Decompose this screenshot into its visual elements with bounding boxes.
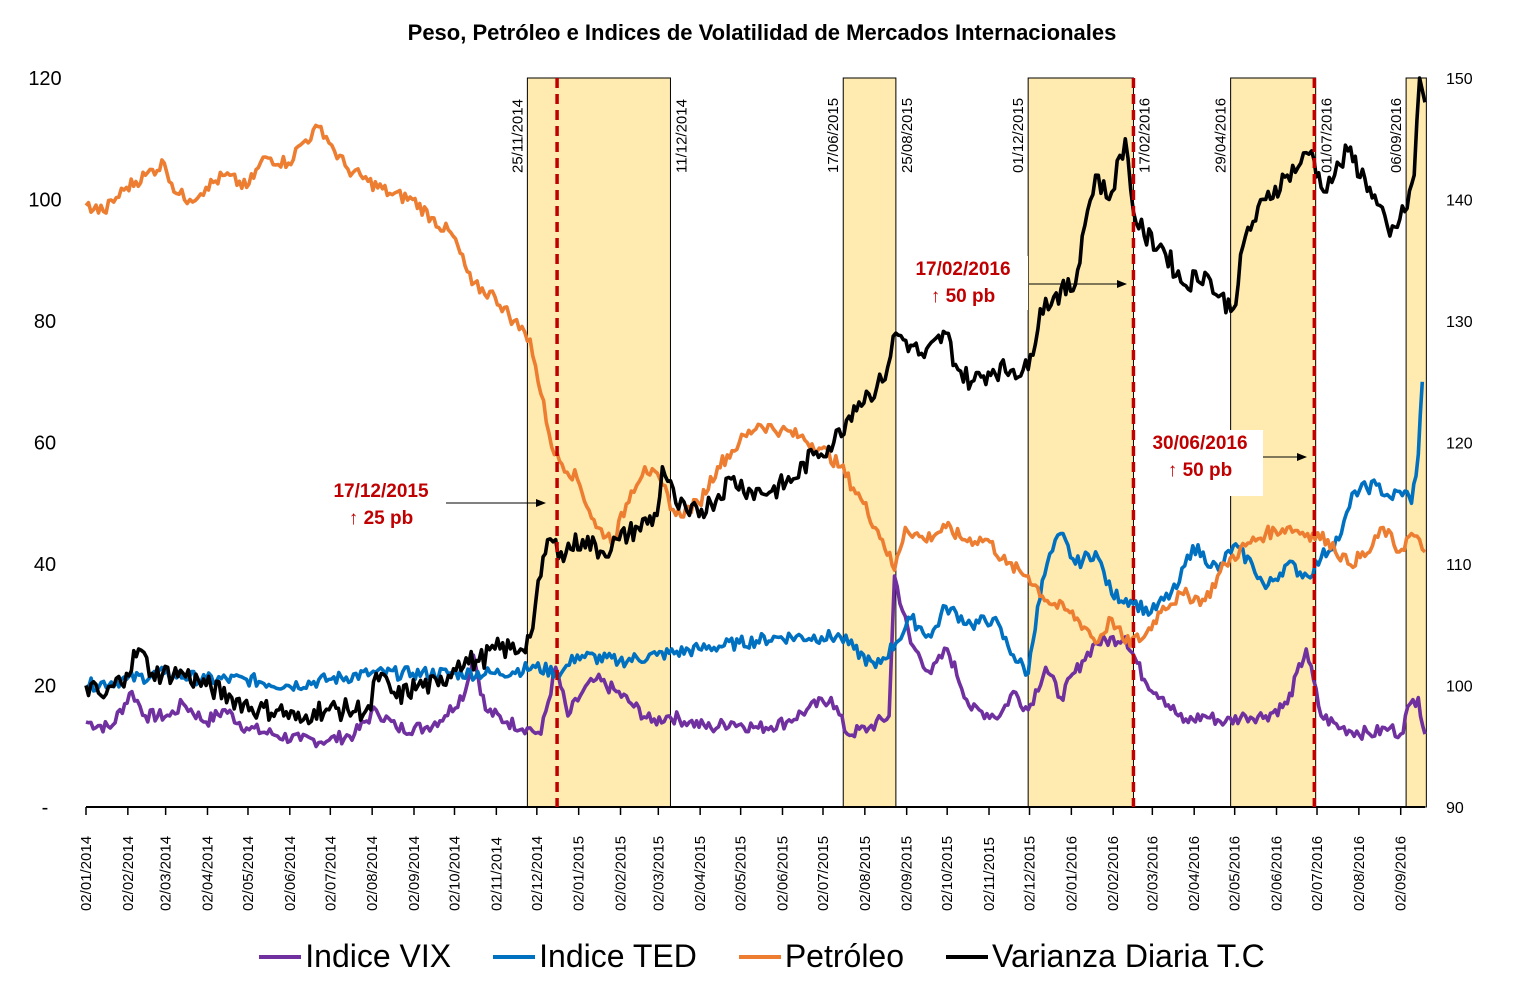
rate-hike-date: 30/06/2016: [1152, 433, 1248, 454]
legend-label: Indice TED: [539, 938, 697, 974]
rate-hike-date: 17/12/2015: [333, 481, 429, 502]
x-tick-label: 02/07/2015: [815, 836, 832, 911]
x-tick-label: 02/03/2014: [158, 836, 175, 911]
x-tick-label: 02/06/2016: [1269, 836, 1286, 911]
x-tick-label: 02/10/2015: [939, 836, 956, 911]
x-tick-label: 02/07/2016: [1309, 836, 1326, 911]
rate-hike-annotation-2: 17/02/2016 ↑ 50 pb: [898, 256, 1028, 310]
series-line-2: [84, 381, 1425, 693]
rate-hike-annotation-3: 30/06/2016 ↑ 50 pb: [1137, 430, 1263, 496]
period-end-label: 11/12/2014: [673, 99, 690, 173]
x-tick-label: 02/12/2015: [1022, 836, 1039, 911]
y-left-tick-label: 40: [34, 554, 56, 576]
x-tick-label: 02/01/2016: [1063, 836, 1080, 911]
rate-hike-change: ↑ 50 pb: [930, 286, 996, 307]
y-right-tick-label: 90: [1446, 800, 1464, 817]
x-tick-label: 02/03/2015: [650, 836, 667, 911]
x-tick-label: 02/02/2015: [613, 836, 630, 911]
x-tick-label: 02/10/2014: [446, 836, 463, 911]
period-end-label: 01/07/2016: [1319, 98, 1336, 173]
period-end-label: 17/02/2016: [1136, 98, 1153, 173]
series-line-3: [84, 123, 1427, 648]
x-tick-label: 02/11/2014: [488, 837, 505, 911]
y-left-tick-label: 100: [28, 190, 61, 212]
legend-item-fx: Varianza Diaria T.C: [946, 938, 1265, 975]
x-tick-label: 02/06/2014: [282, 836, 299, 911]
legend-label: Indice VIX: [305, 938, 452, 974]
legend-swatch: [738, 954, 781, 959]
chart-title: Peso, Petróleo e Indices de Volatilidad …: [407, 20, 1117, 45]
x-tick-label: 02/02/2014: [120, 836, 137, 911]
chart-legend: Indice VIX Indice TED Petróleo Varianza …: [0, 938, 1524, 975]
x-tick-label: 02/05/2016: [1227, 836, 1244, 911]
y-right-tick-label: 150: [1446, 71, 1473, 88]
period-start-label: 17/06/2015: [825, 98, 842, 173]
rate-hike-change: ↑ 50 pb: [1167, 460, 1233, 481]
y-right-tick-label: 120: [1446, 436, 1473, 453]
period-start-label: 06/09/2016: [1388, 98, 1405, 173]
legend-item-oil: Petróleo: [738, 938, 905, 975]
x-tick-label: 02/08/2015: [857, 836, 874, 911]
series-line-1: [85, 574, 1427, 749]
x-tick-label: 02/04/2016: [1186, 836, 1203, 911]
x-tick-label: 02/07/2014: [322, 836, 339, 911]
period-start-label: 29/04/2016: [1213, 98, 1230, 173]
x-tick-label: 02/09/2014: [406, 836, 423, 911]
y-left-tick-label: 80: [34, 311, 56, 333]
x-tick-label: 02/05/2015: [733, 836, 750, 911]
x-tick-label: 02/12/2014: [529, 836, 546, 911]
y-right-tick-label: 100: [1446, 679, 1473, 696]
legend-item-vix: Indice VIX: [259, 938, 451, 975]
x-tick-label: 02/09/2016: [1393, 836, 1410, 911]
x-tick-label: 02/09/2015: [899, 836, 916, 911]
period-start-label: 01/12/2015: [1010, 98, 1027, 173]
period-start-label: 25/11/2014: [509, 99, 526, 173]
x-tick-label: 02/03/2016: [1144, 836, 1161, 911]
x-tick-label: 02/06/2015: [774, 836, 791, 911]
legend-swatch: [946, 954, 989, 959]
y-left-tick-label: -: [42, 797, 49, 819]
x-tick-label: 02/04/2014: [199, 836, 216, 911]
x-tick-label: 02/11/2015: [981, 837, 998, 911]
x-tick-label: 02/01/2014: [78, 836, 95, 911]
legend-label: Petróleo: [784, 938, 905, 974]
x-tick-label: 02/01/2015: [571, 836, 588, 911]
x-tick-label: 02/02/2016: [1105, 836, 1122, 911]
rate-hike-change: ↑ 25 pb: [348, 508, 414, 529]
legend-item-ted: Indice TED: [493, 938, 697, 975]
legend-label: Varianza Diaria T.C: [992, 938, 1265, 974]
x-tick-label: 02/08/2014: [364, 836, 381, 911]
y-right-tick-label: 130: [1446, 314, 1473, 331]
period-end-label: 25/08/2015: [899, 98, 916, 173]
y-left-tick-label: 20: [34, 676, 56, 698]
shaded-period-3: [1027, 77, 1134, 808]
x-tick-label: 02/04/2015: [692, 836, 709, 911]
y-right-tick-label: 140: [1446, 193, 1473, 210]
y-left-tick-label: 60: [34, 433, 56, 455]
y-left-tick-label: 120: [28, 68, 61, 90]
rate-hike-date: 17/02/2016: [915, 259, 1011, 280]
series-line-4: [84, 76, 1427, 726]
rate-hike-annotation-1: 17/12/2015 ↑ 25 pb: [316, 478, 446, 532]
legend-swatch: [259, 954, 302, 959]
y-right-tick-label: 110: [1446, 557, 1472, 574]
x-tick-label: 02/08/2016: [1351, 836, 1368, 911]
legend-swatch: [493, 954, 536, 959]
shaded-period-2: [842, 77, 897, 808]
x-tick-label: 02/05/2014: [240, 836, 257, 911]
